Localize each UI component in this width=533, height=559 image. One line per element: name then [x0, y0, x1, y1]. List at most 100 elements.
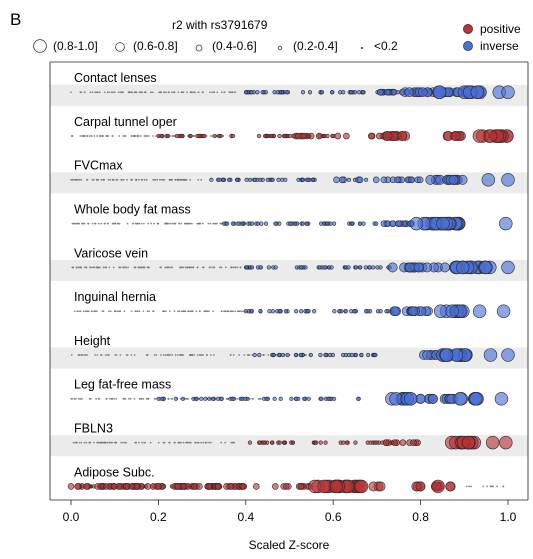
data-point: [108, 91, 111, 94]
row-label: Adipose Subc.: [74, 465, 155, 479]
data-point: [71, 266, 74, 269]
data-point: [165, 133, 171, 139]
data-point: [465, 485, 468, 488]
data-point: [122, 178, 125, 181]
data-point: [115, 397, 118, 400]
data-point: [150, 91, 152, 94]
data-point: [468, 485, 471, 488]
data-point: [176, 178, 179, 181]
data-point: [384, 309, 389, 314]
data-point: [353, 440, 358, 445]
data-point: [314, 440, 319, 445]
data-point: [283, 133, 288, 139]
data-point: [264, 396, 269, 401]
data-point: [81, 222, 84, 225]
data-point: [108, 354, 110, 356]
data-point: [202, 222, 204, 225]
data-point: [242, 310, 244, 313]
data-point: [138, 441, 140, 444]
data-point: [132, 222, 134, 225]
data-point: [212, 354, 215, 356]
data-point: [96, 135, 98, 137]
data-point: [74, 483, 81, 490]
data-point: [298, 309, 304, 314]
data-point: [194, 396, 199, 401]
data-point: [92, 266, 95, 269]
data-point: [190, 266, 193, 269]
data-point: [93, 266, 96, 269]
data-point: [123, 483, 130, 490]
data-point: [322, 265, 327, 270]
data-point: [260, 397, 262, 400]
data-point: [170, 266, 172, 269]
data-point: [107, 178, 110, 181]
data-point: [82, 135, 85, 137]
row-label: Whole body fat mass: [74, 203, 191, 217]
data-point: [143, 178, 146, 181]
data-point: [377, 88, 384, 96]
data-point: [146, 266, 149, 269]
data-point: [99, 91, 101, 94]
data-point: [445, 304, 459, 318]
data-point: [436, 216, 450, 231]
data-point: [249, 309, 255, 314]
data-point: [82, 310, 85, 313]
data-point: [365, 440, 370, 445]
data-point: [341, 90, 346, 95]
data-point: [178, 222, 181, 225]
data-point: [293, 352, 299, 358]
data-point: [352, 309, 357, 314]
data-point: [282, 483, 290, 490]
data-point: [290, 440, 296, 445]
data-point: [114, 354, 117, 356]
data-point: [160, 91, 163, 94]
data-point: [496, 304, 511, 318]
data-point: [482, 485, 485, 488]
data-point: [229, 354, 232, 356]
color-legend-label-inverse: inverse: [480, 39, 519, 53]
data-point: [83, 91, 86, 94]
data-point: [334, 132, 342, 140]
data-point: [189, 441, 192, 444]
data-point: [168, 310, 171, 313]
data-point: [501, 260, 515, 275]
data-point: [152, 178, 155, 181]
data-point: [164, 354, 167, 356]
data-point: [341, 352, 346, 358]
data-point: [389, 220, 397, 227]
data-point: [144, 91, 147, 94]
data-point: [123, 397, 126, 400]
data-point: [189, 310, 192, 313]
data-point: [202, 354, 204, 356]
data-point: [358, 265, 363, 270]
data-point: [481, 173, 496, 187]
data-point: [354, 479, 369, 494]
data-point: [86, 354, 88, 356]
data-point: [232, 310, 234, 313]
data-point: [187, 310, 190, 313]
data-point: [180, 396, 186, 401]
data-point: [234, 310, 237, 313]
data-point: [114, 222, 116, 225]
data-point: [111, 397, 114, 400]
data-point: [167, 266, 170, 269]
data-point: [138, 91, 141, 94]
data-point: [255, 90, 260, 95]
data-point: [197, 178, 200, 181]
data-point: [390, 88, 398, 96]
data-point: [80, 266, 83, 269]
data-point: [103, 222, 106, 225]
data-point: [96, 354, 99, 356]
data-point: [306, 396, 311, 401]
data-point: [501, 173, 515, 187]
data-point: [177, 91, 180, 94]
data-point: [85, 310, 88, 313]
data-point: [196, 354, 199, 356]
data-point: [192, 91, 194, 94]
data-point: [230, 266, 233, 269]
data-point: [394, 176, 401, 184]
data-point: [220, 266, 223, 269]
data-point: [213, 91, 216, 94]
data-point: [139, 135, 142, 137]
data-point: [310, 177, 316, 182]
